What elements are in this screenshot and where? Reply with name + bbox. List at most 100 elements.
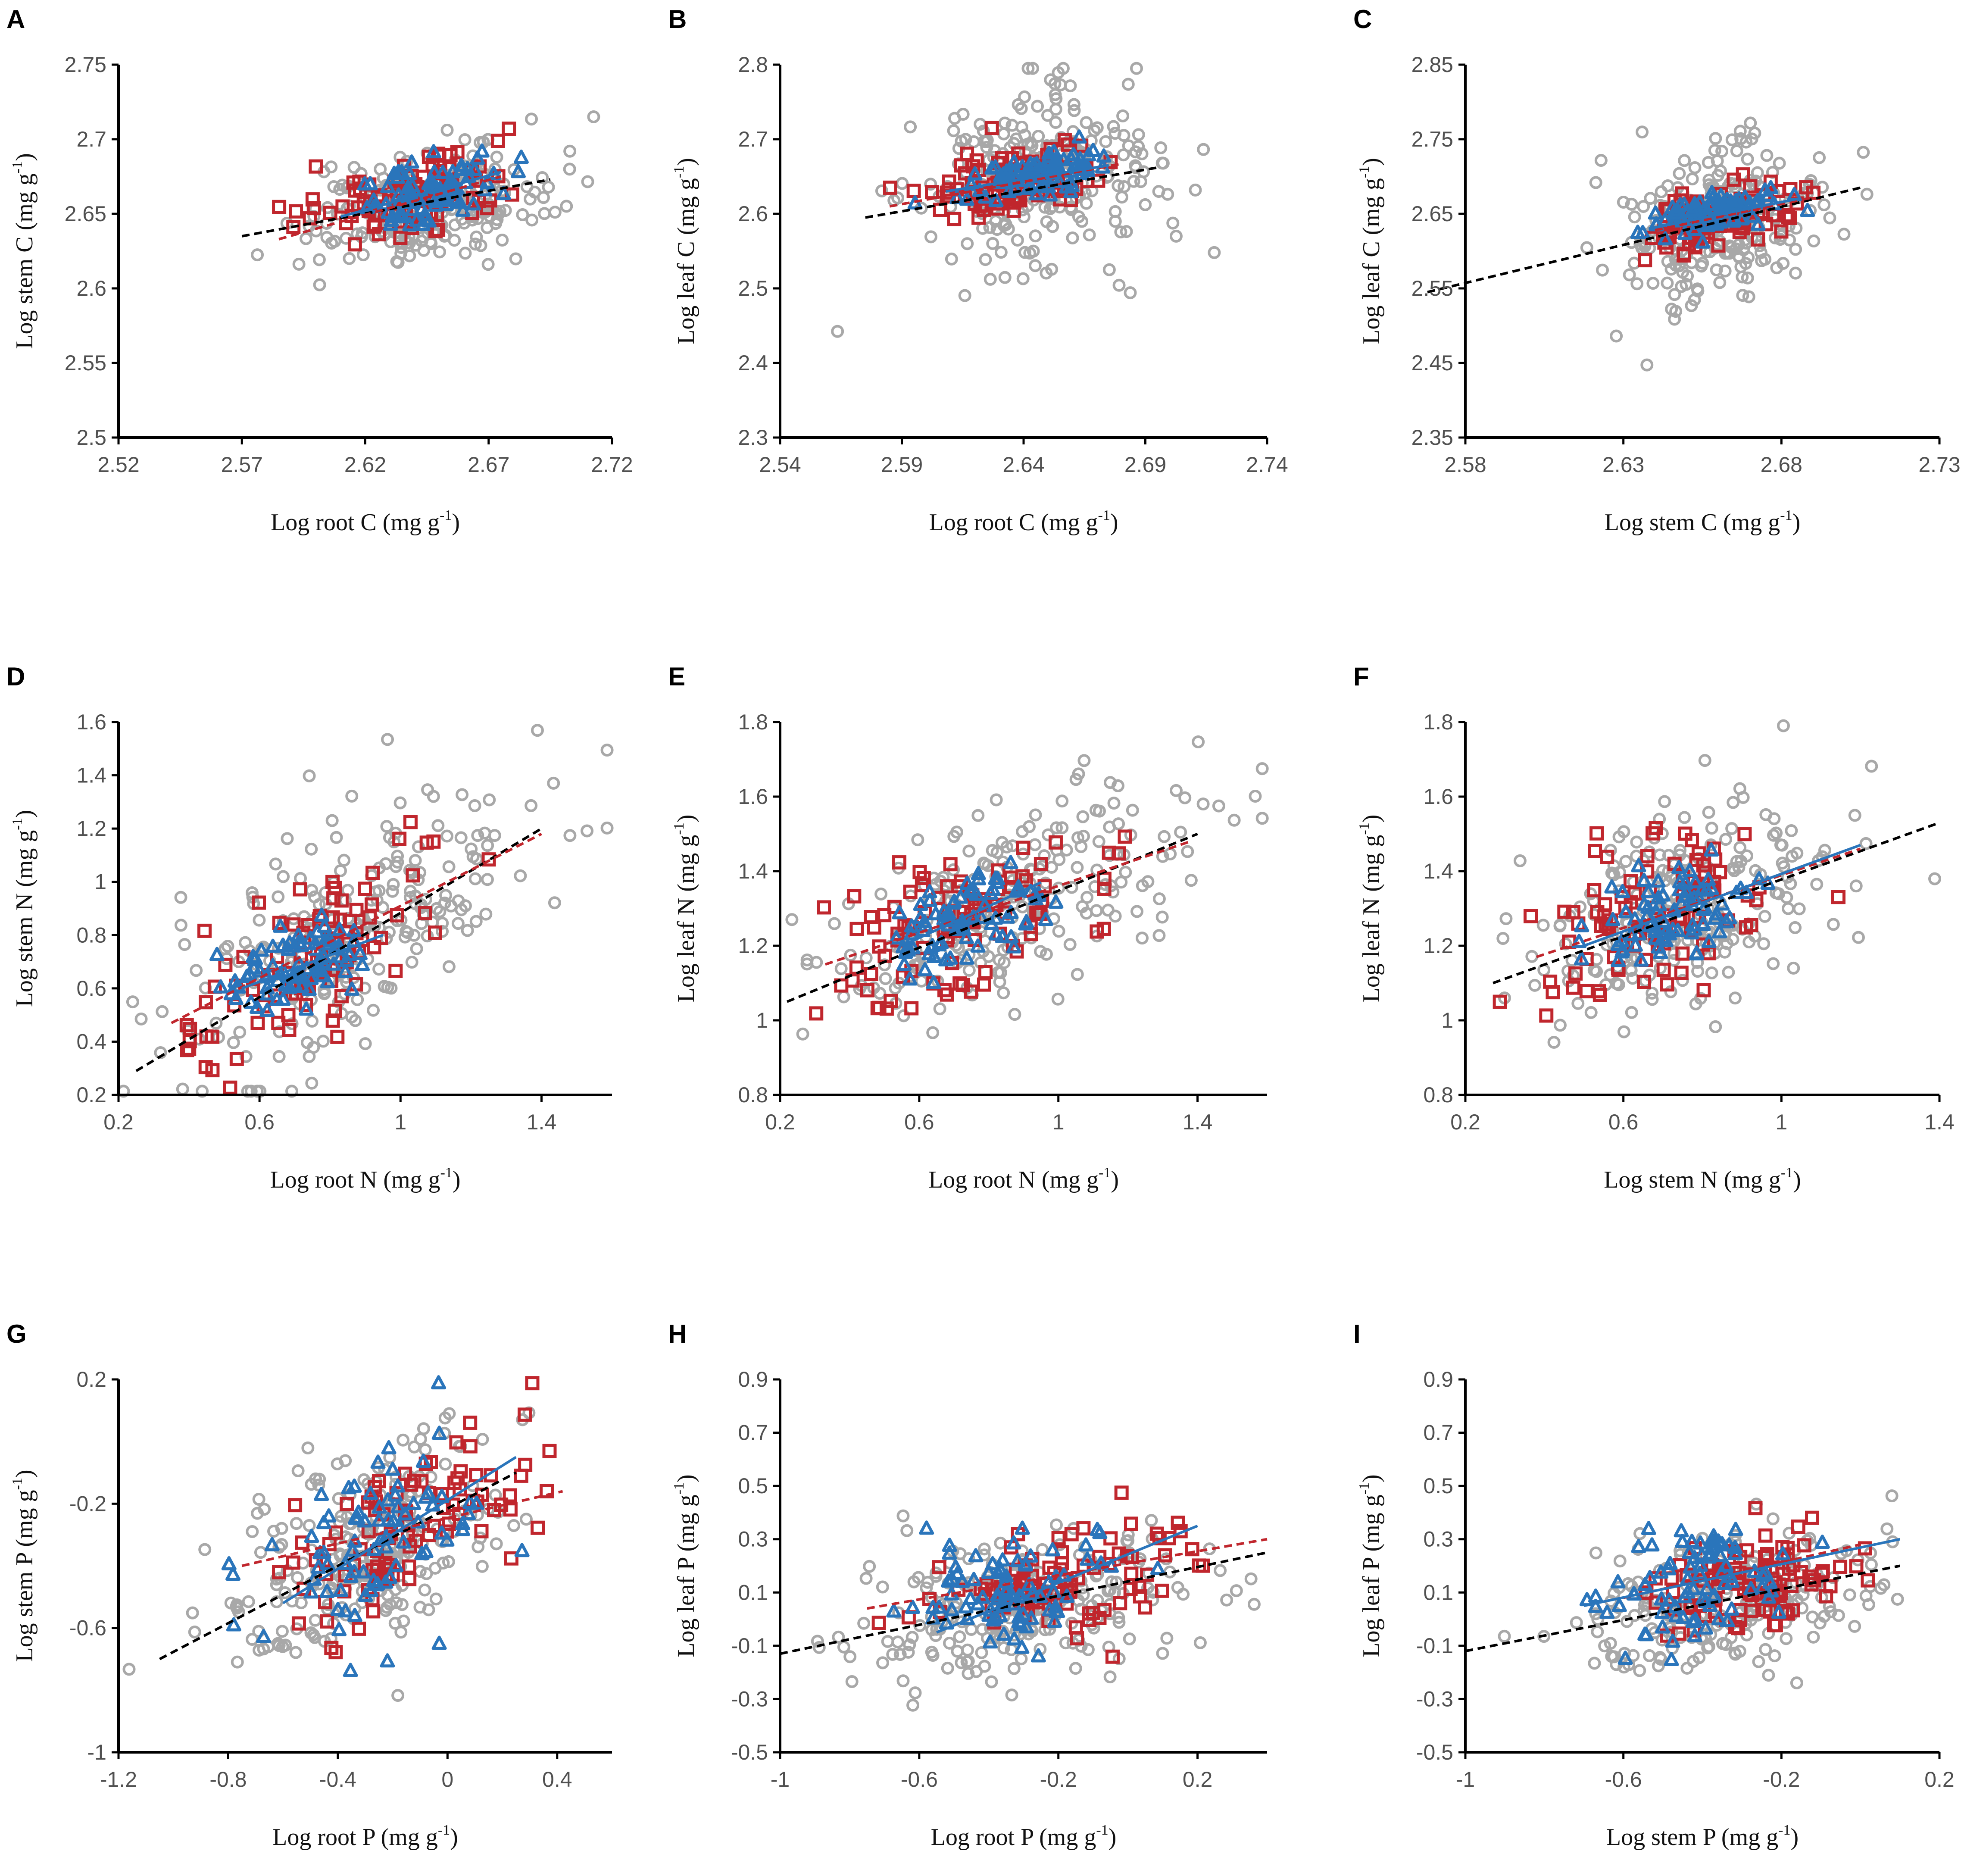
circle-marker — [836, 963, 846, 974]
y-tick-label: 1 — [756, 1008, 768, 1032]
chart-panel-h: H-0.5-0.3-0.10.10.30.50.70.9-1 -0.6 -0.2 0.… — [662, 1315, 1308, 1876]
circle-marker — [360, 1038, 371, 1049]
triangle-marker — [516, 1545, 528, 1556]
circle-marker — [1257, 813, 1268, 823]
triangle-marker — [1152, 1562, 1164, 1573]
circle-marker — [521, 1514, 531, 1524]
circle-marker — [1666, 987, 1676, 997]
x-tick-label: 1 — [394, 1110, 406, 1134]
x-tick-label: 0.2 — [765, 1110, 795, 1134]
circle-marker — [1850, 810, 1860, 820]
circle-marker — [1155, 143, 1166, 153]
circle-marker — [946, 254, 957, 264]
circle-marker — [787, 914, 797, 925]
circle-marker — [1018, 274, 1028, 284]
circle-marker — [927, 1028, 938, 1038]
y-tick-label: 0.5 — [1423, 1474, 1453, 1498]
circle-marker — [1154, 930, 1164, 941]
circle-marker — [1582, 243, 1592, 253]
circle-marker — [1065, 939, 1075, 950]
circle-marker — [1690, 163, 1700, 173]
circle-marker — [883, 1636, 893, 1647]
y-tick-label: 2.5 — [76, 425, 106, 450]
circle-marker — [1819, 200, 1829, 210]
y-tick-label: 2.45 — [1411, 351, 1453, 375]
y-tick-label: 1 — [94, 870, 106, 894]
circle-marker — [244, 1597, 254, 1607]
circle-marker — [877, 1582, 888, 1592]
points-layer — [832, 63, 1219, 337]
circle-marker — [1845, 1590, 1855, 1600]
circle-marker — [497, 235, 507, 245]
circle-marker — [1118, 111, 1128, 121]
circle-marker — [1596, 155, 1606, 166]
circle-marker — [1589, 1658, 1599, 1668]
circle-marker — [482, 840, 493, 850]
circle-marker — [179, 939, 190, 950]
circle-marker — [548, 778, 559, 788]
square-marker — [199, 925, 210, 936]
circle-marker — [1193, 737, 1203, 747]
x-tick-label: 2.52 — [97, 453, 139, 477]
circle-marker — [1679, 812, 1689, 822]
circle-marker — [980, 254, 990, 265]
panel-label: B — [668, 5, 687, 34]
circle-marker — [1621, 856, 1631, 866]
circle-marker — [395, 798, 406, 808]
chart-panel-d: D0.20.40.60.811.21.41.60.2 0.6 1 1.4Log roo… — [0, 657, 646, 1274]
circle-marker — [1072, 969, 1083, 979]
circle-marker — [905, 122, 915, 132]
circle-marker — [462, 925, 473, 935]
chart-panel-f: F0.811.21.41.61.80.2 0.6 1 1.4Log stem N (m… — [1347, 657, 1961, 1274]
y-tick-label: 0.7 — [1423, 1421, 1453, 1445]
y-tick-label: 1.6 — [76, 710, 106, 734]
circle-marker — [339, 855, 349, 866]
y-tick-label: 1.2 — [76, 816, 106, 841]
x-tick-label: 2.54 — [759, 453, 801, 477]
circle-marker — [1710, 133, 1721, 144]
circle-marker — [304, 1520, 315, 1531]
x-axis-label: Log stem N (mg g-1) — [1604, 1165, 1801, 1193]
square-marker — [818, 902, 829, 913]
circle-marker — [1611, 331, 1621, 341]
circle-marker — [1730, 993, 1740, 1003]
circle-marker — [839, 992, 849, 1002]
points-layer — [118, 725, 612, 1096]
circle-marker — [952, 1646, 962, 1657]
square-marker — [949, 213, 960, 225]
circle-marker — [1648, 278, 1658, 288]
x-tick-label: 2.69 — [1124, 453, 1166, 477]
circle-marker — [1012, 235, 1023, 245]
square-marker — [544, 1445, 555, 1457]
square-marker — [1591, 828, 1602, 839]
circle-marker — [864, 1561, 874, 1572]
circle-marker — [583, 176, 593, 187]
x-tick-label: 1 — [1052, 1110, 1065, 1134]
square-marker — [465, 1417, 476, 1428]
circle-marker — [926, 231, 936, 242]
y-tick-label: -1 — [87, 1740, 106, 1764]
square-marker — [390, 965, 401, 976]
circle-marker — [987, 238, 998, 249]
circle-marker — [1630, 212, 1640, 222]
panel-label: H — [668, 1319, 687, 1348]
y-tick-label: -0.3 — [1416, 1687, 1453, 1711]
circle-marker — [470, 874, 481, 884]
circle-marker — [1007, 1690, 1017, 1700]
circle-marker — [602, 745, 612, 755]
x-tick-label: -0.2 — [1763, 1767, 1800, 1792]
circle-marker — [471, 916, 481, 927]
circle-marker — [477, 1434, 487, 1445]
circle-marker — [1132, 906, 1142, 916]
circle-marker — [1714, 277, 1725, 288]
circle-marker — [1786, 825, 1796, 836]
circle-marker — [962, 1645, 973, 1655]
square-marker — [851, 923, 862, 935]
x-tick-label: 2.74 — [1246, 453, 1288, 477]
x-tick-label: -1 — [1456, 1767, 1475, 1792]
circle-marker — [964, 965, 974, 976]
circle-marker — [1116, 877, 1126, 887]
square-marker — [503, 123, 515, 134]
square-marker — [1835, 1561, 1846, 1573]
chart-panel-e: E0.811.21.41.61.80.2 0.6 1 1.4Log root N (m… — [662, 657, 1308, 1274]
